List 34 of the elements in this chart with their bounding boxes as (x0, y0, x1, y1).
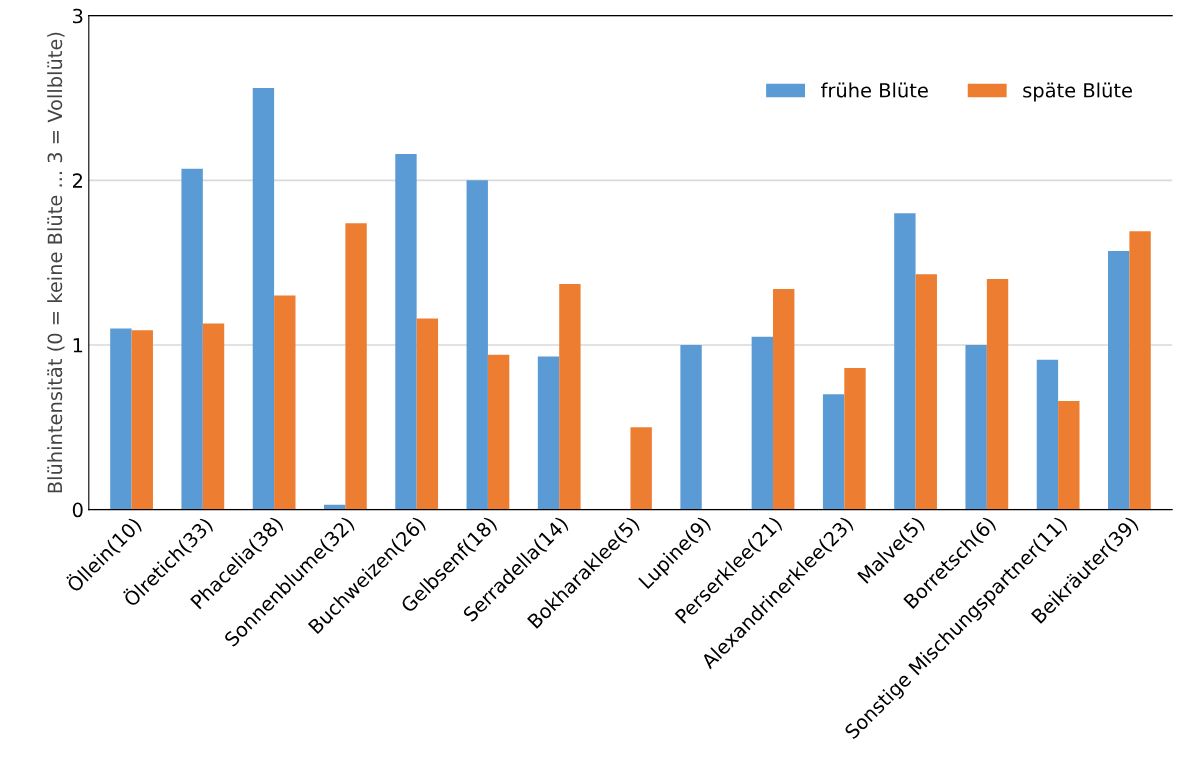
bar (274, 295, 296, 510)
bar (680, 344, 702, 510)
bar (559, 284, 581, 510)
y-tick-label: 0 (72, 502, 83, 518)
bar (487, 354, 510, 510)
bar (395, 153, 417, 510)
bar (416, 318, 439, 510)
bar (844, 368, 866, 510)
bar (822, 394, 845, 510)
bar (965, 344, 987, 510)
bar (894, 213, 916, 510)
bar (915, 274, 937, 510)
bar (181, 168, 203, 510)
legend-label: frühe Blüte (821, 82, 928, 98)
y-tick-label: 3 (73, 8, 83, 24)
y-tick-label: 1 (73, 338, 83, 353)
bar (1058, 400, 1080, 510)
bar (345, 223, 367, 510)
bar (1108, 251, 1130, 510)
bar (110, 328, 132, 510)
bar (466, 180, 488, 510)
bar (1036, 359, 1059, 510)
bar (630, 427, 652, 510)
bar (773, 288, 795, 510)
legend-label: späte Blüte (1023, 82, 1132, 102)
y-tick-label: 2 (72, 173, 82, 188)
bar (986, 279, 1009, 510)
bar (131, 330, 153, 510)
bar (751, 336, 774, 510)
bar (537, 356, 560, 510)
bar (252, 88, 275, 510)
bar (202, 323, 225, 510)
bar (1129, 231, 1151, 510)
y-axis-title: Blühintensität (0 = keine Blüte ... 3 = Vollblüte) (47, 32, 65, 493)
